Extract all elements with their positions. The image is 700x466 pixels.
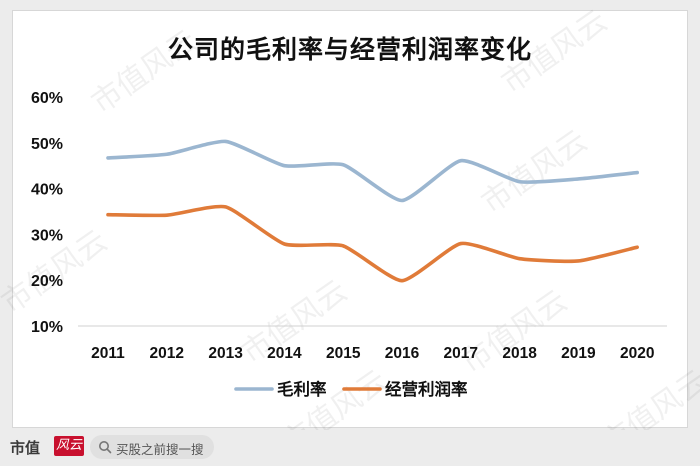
brand-logo: 风云 <box>54 436 84 456</box>
y-axis: 10% 20% 30% 40% 50% 60% <box>31 90 63 336</box>
data-point <box>400 279 404 283</box>
data-point <box>400 199 404 203</box>
y-tick-label: 60% <box>31 90 63 107</box>
data-point <box>341 163 345 167</box>
x-tick-label: 2018 <box>502 345 537 362</box>
data-point <box>282 242 286 246</box>
x-axis: 2011 2012 2013 2014 2015 2016 2017 2018 2019 2020 <box>78 325 667 362</box>
gross-margin-line <box>106 139 639 203</box>
y-tick-label: 10% <box>31 319 63 336</box>
data-point <box>635 245 639 249</box>
data-point <box>165 152 169 156</box>
x-tick-label: 2015 <box>326 345 361 362</box>
chart-title: 公司的毛利率与经营利润率变化 <box>167 35 532 64</box>
footer-bar: 市值 风云 买股之前搜一搜 <box>0 430 700 466</box>
legend-label: 经营利润率 <box>385 379 468 399</box>
data-point <box>106 213 110 217</box>
chart-card <box>12 10 688 428</box>
x-tick-label: 2012 <box>150 345 184 362</box>
data-point <box>224 205 228 209</box>
y-tick-label: 50% <box>31 136 63 153</box>
data-point <box>459 242 463 246</box>
data-point <box>518 257 522 261</box>
data-point <box>459 159 463 163</box>
x-tick-label: 2014 <box>267 345 302 362</box>
series-layer <box>106 139 639 283</box>
data-point <box>341 244 345 248</box>
legend-label: 毛利率 <box>277 379 327 399</box>
watermark-text: 市值风云 <box>85 23 203 120</box>
x-tick-label: 2020 <box>620 345 654 362</box>
watermark-text: 市值风云 <box>455 283 573 380</box>
brand-name: 市值 <box>10 439 41 457</box>
x-tick-label: 2017 <box>444 345 478 362</box>
search-placeholder: 买股之前搜一搜 <box>116 442 204 457</box>
legend: 毛利率 经营利润率 <box>234 379 468 399</box>
data-point <box>165 213 169 217</box>
y-tick-label: 30% <box>31 227 63 244</box>
data-point <box>518 180 522 184</box>
data-point <box>282 164 286 168</box>
x-tick-label: 2011 <box>91 345 125 362</box>
operating-margin-line <box>106 204 639 283</box>
search-icon <box>99 441 112 454</box>
y-tick-label: 40% <box>31 182 63 199</box>
x-tick-label: 2019 <box>561 345 596 362</box>
y-tick-label: 20% <box>31 273 63 290</box>
data-point <box>635 171 639 175</box>
data-point <box>224 139 228 143</box>
watermark-text: 市值风云 <box>595 363 700 430</box>
data-point <box>576 177 580 181</box>
x-tick-label: 2016 <box>385 345 420 362</box>
data-point <box>106 156 110 160</box>
data-point <box>576 259 580 263</box>
search-box[interactable]: 买股之前搜一搜 <box>90 435 214 459</box>
watermark-text: 市值风云 <box>495 3 613 100</box>
x-tick-label: 2013 <box>208 345 243 362</box>
